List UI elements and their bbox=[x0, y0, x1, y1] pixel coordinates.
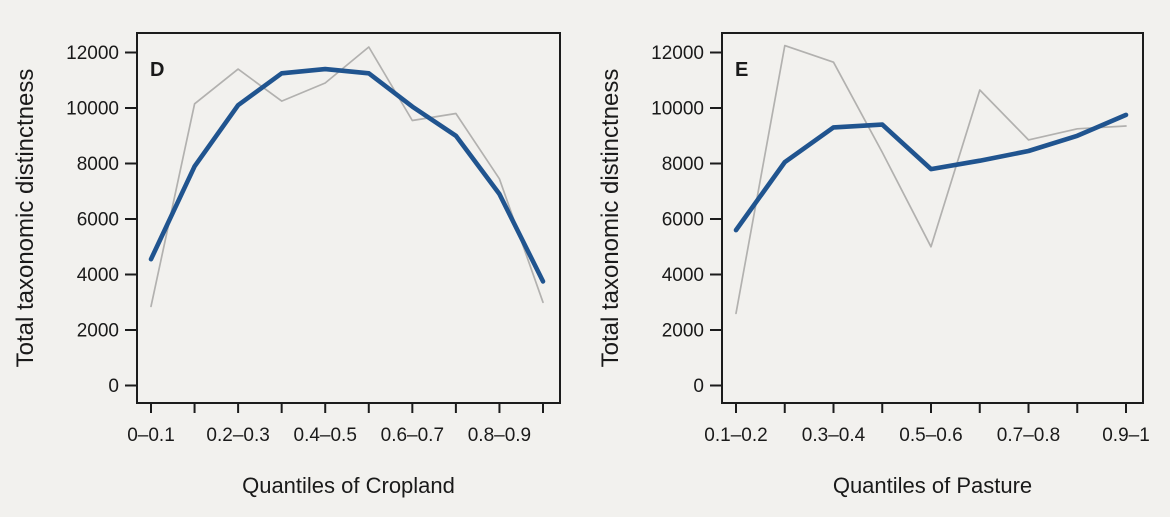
panel-letter: E bbox=[735, 59, 748, 81]
raw-line bbox=[150, 46, 544, 308]
x-tick-label: 0.9–1 bbox=[1102, 425, 1150, 446]
smoothed-line bbox=[148, 66, 546, 284]
y-tick-label: 4000 bbox=[77, 265, 119, 286]
y-tick-label: 12000 bbox=[66, 43, 119, 64]
y-tick-label: 12000 bbox=[651, 43, 704, 64]
x-tick-label: 0.6–0.7 bbox=[381, 425, 444, 446]
y-tick-label: 10000 bbox=[651, 99, 704, 120]
y-tick-label: 0 bbox=[108, 376, 119, 397]
panel-letter: D bbox=[150, 59, 164, 81]
y-tick-label: 2000 bbox=[662, 321, 704, 342]
x-axis-title: Quantiles of Pasture bbox=[833, 473, 1032, 498]
x-tick-label: 0.3–0.4 bbox=[802, 425, 866, 446]
y-tick-label: 2000 bbox=[77, 321, 119, 342]
y-tick-label: 8000 bbox=[77, 154, 119, 175]
plot-box bbox=[721, 32, 1144, 404]
x-tick-label: 0.7–0.8 bbox=[997, 425, 1060, 446]
x-tick-label: 0.4–0.5 bbox=[294, 425, 357, 446]
y-tick-label: 0 bbox=[693, 376, 704, 397]
y-tick-label: 6000 bbox=[662, 210, 704, 231]
plot-box bbox=[136, 32, 561, 404]
y-tick-label: 6000 bbox=[77, 210, 119, 231]
y-tick-label: 10000 bbox=[66, 99, 119, 120]
x-tick-label: 0.5–0.6 bbox=[899, 425, 962, 446]
x-tick-label: 0.1–0.2 bbox=[704, 425, 767, 446]
x-axis-title: Quantiles of Cropland bbox=[242, 473, 455, 498]
y-tick-label: 8000 bbox=[662, 154, 704, 175]
raw-line bbox=[735, 44, 1127, 315]
y-axis-title: Total taxonomic distinctness bbox=[12, 69, 39, 368]
y-tick-label: 4000 bbox=[662, 265, 704, 286]
x-tick-label: 0.2–0.3 bbox=[206, 425, 269, 446]
x-tick-label: 0.8–0.9 bbox=[468, 425, 531, 446]
x-tick-label: 0–0.1 bbox=[127, 425, 175, 446]
smoothed-line bbox=[733, 112, 1129, 233]
y-axis-title: Total taxonomic distinctness bbox=[597, 69, 624, 368]
